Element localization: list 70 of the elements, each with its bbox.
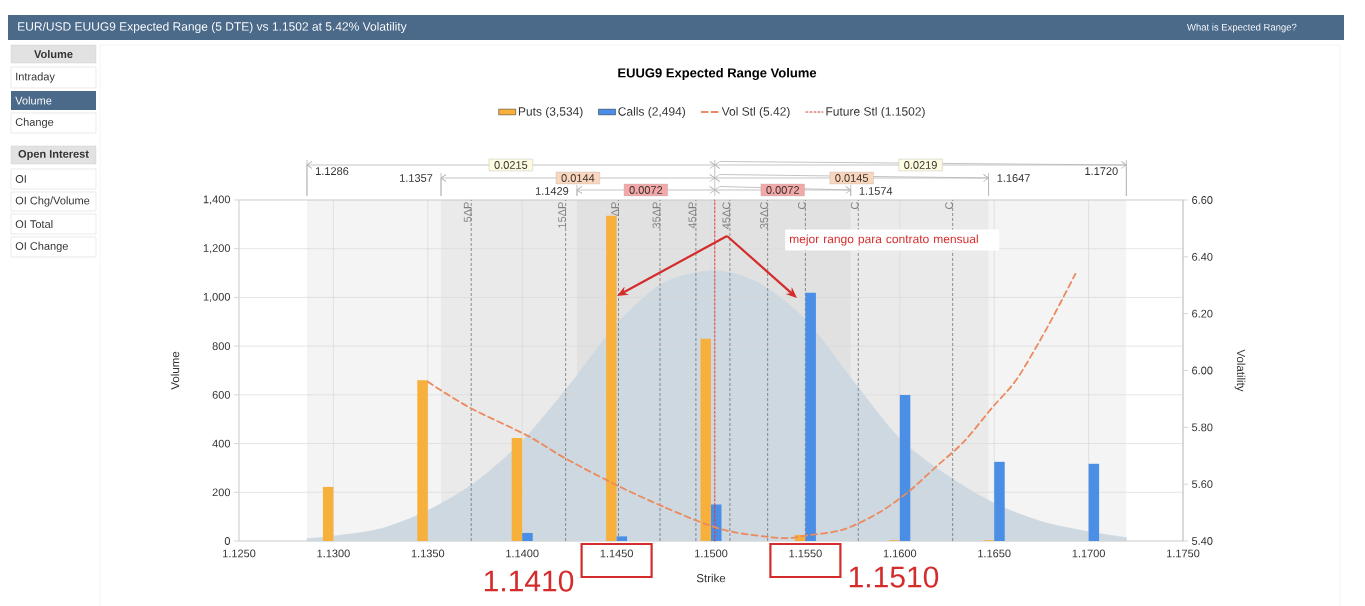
x-tick-label: 1.1700 xyxy=(1072,549,1105,558)
ref-line-label: 15ΔP xyxy=(558,202,566,228)
y-tick-label: 1,200 xyxy=(203,244,231,254)
text: 1.1286 xyxy=(316,167,349,175)
legend-label: Calls (2,494) xyxy=(618,106,686,119)
text: Change xyxy=(15,117,54,129)
y2-tick-label: 6.60 xyxy=(1192,196,1213,204)
y-tick-label: 0 xyxy=(224,537,231,545)
ref-line-label: C xyxy=(850,202,859,210)
x-tick-label: 1.1750 xyxy=(1167,549,1200,558)
x-tick-label: 1.1500 xyxy=(695,549,728,558)
y2-tick-label: 6.20 xyxy=(1192,309,1213,318)
ref-line-label: C xyxy=(945,202,953,210)
band-label: 0.0072 xyxy=(766,186,800,194)
y-tick-label: 1,000 xyxy=(203,292,231,302)
legend-label: Future Stl (1.1502) xyxy=(826,106,925,119)
annotation: mejor rango para contrato mensual xyxy=(790,234,978,246)
text: 1.1720 xyxy=(1085,167,1118,175)
ref-line-label: 45ΔC xyxy=(722,202,731,229)
y2-tick-label: 6.00 xyxy=(1192,366,1213,375)
x-tick-label: 1.1450 xyxy=(600,549,633,558)
y2-tick-label: 5.40 xyxy=(1191,537,1213,545)
legend-label: Vol Stl (5.42) xyxy=(721,106,790,119)
chart-subtitle: EUUG9 Expected Range Volume xyxy=(618,67,817,81)
band-label: 0.0145 xyxy=(835,174,869,182)
legend-label: Puts (3,534) xyxy=(518,106,583,119)
band-label: 0.0072 xyxy=(629,186,663,194)
ref-line-label: 35ΔC xyxy=(760,202,768,229)
x-axis-title: Strike xyxy=(696,573,726,583)
ref-line-label: 5ΔP xyxy=(463,202,472,223)
text: OI Chg/Volume xyxy=(15,196,90,207)
x-tick-label: 1.1300 xyxy=(317,549,350,558)
y-tick-label: 800 xyxy=(212,342,231,351)
x-tick-label: 1.1250 xyxy=(223,549,256,558)
text: Volume xyxy=(15,96,52,105)
x-tick-label: 1.1400 xyxy=(506,549,539,558)
chart-title: EUR/USD EUUG9 Expected Range (5 DTE) vs 1.1502 at 5.42% Volatility xyxy=(18,21,407,34)
x-tick-label: 1.1550 xyxy=(789,549,822,558)
text: Intraday xyxy=(16,72,55,83)
text: 1.1647 xyxy=(997,174,1030,182)
ref-line-label: 45ΔP xyxy=(688,202,697,229)
y-axis-title: Volume xyxy=(170,351,180,390)
text: 1.1510 xyxy=(849,566,939,588)
text: OI Change xyxy=(15,241,68,253)
text: OI xyxy=(15,175,26,183)
x-tick-label: 1.1600 xyxy=(883,549,917,558)
y-tick-label: 1,400 xyxy=(203,195,231,205)
text: OI Total xyxy=(15,219,53,229)
text: Volume xyxy=(34,49,73,59)
y-tick-label: 400 xyxy=(212,439,231,448)
text: Open Interest xyxy=(18,150,89,160)
y-tick-label: 200 xyxy=(212,488,231,497)
band-label: 0.0144 xyxy=(561,174,595,182)
x-tick-label: 1.1650 xyxy=(978,549,1011,558)
y2-tick-label: 6.40 xyxy=(1192,252,1213,261)
ref-line-label: ΔP xyxy=(611,202,619,217)
x-tick-label: 1.1350 xyxy=(411,549,445,558)
band-label: 0.0215 xyxy=(494,161,528,169)
y2-tick-label: 5.80 xyxy=(1191,423,1213,432)
text: 1.1357 xyxy=(400,174,433,182)
text: What is Expected Range? xyxy=(1187,23,1297,33)
y2-tick-label: 5.60 xyxy=(1191,480,1213,489)
ref-line-label: 35ΔP xyxy=(652,202,661,229)
band-label: 0.0219 xyxy=(904,161,937,169)
text: 1.1410 xyxy=(484,570,574,592)
y2-axis-title: Volatility xyxy=(1234,349,1246,392)
ref-line-label: C xyxy=(797,202,806,210)
text: 1.1574 xyxy=(859,187,893,195)
text: 1.1429 xyxy=(535,187,569,195)
y-tick-label: 600 xyxy=(212,390,231,399)
